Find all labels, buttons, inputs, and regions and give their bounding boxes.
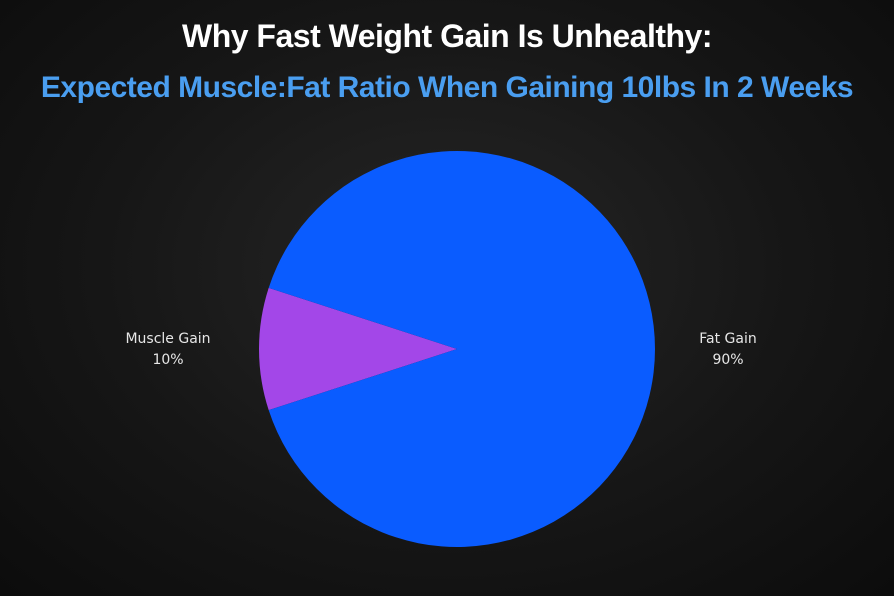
slice-value-muscle-gain: 10% (152, 352, 183, 368)
pie-slices (258, 151, 655, 548)
slice-value-fat-gain: 90% (712, 352, 743, 368)
chart-subtitle: Expected Muscle:Fat Ratio When Gaining 1… (40, 71, 854, 104)
chart-title: Why Fast Weight Gain Is Unhealthy: (181, 18, 713, 54)
pie-slice-muscle-gain (258, 287, 457, 411)
slice-label-muscle-gain: Muscle Gain (125, 331, 210, 347)
slice-label-fat-gain: Fat Gain (699, 331, 756, 347)
pie-slice-fat-gain (268, 151, 655, 548)
